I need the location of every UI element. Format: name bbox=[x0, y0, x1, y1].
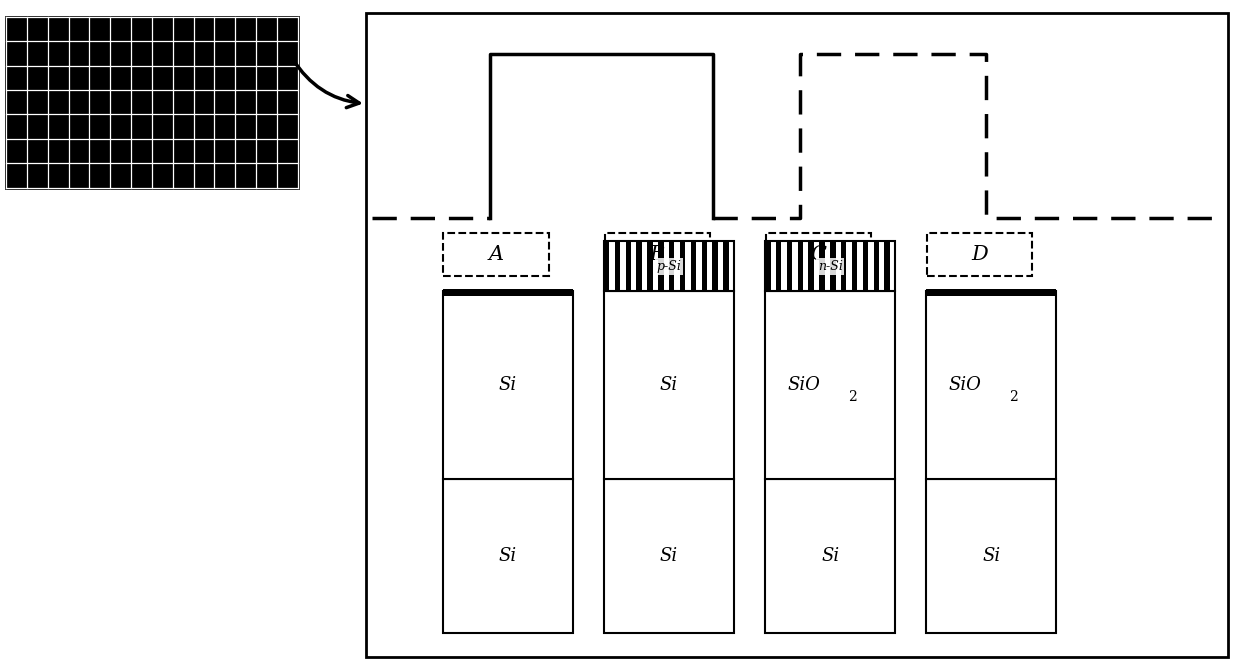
Bar bbox=[604, 479, 734, 633]
Bar bbox=[765, 291, 895, 479]
Text: C: C bbox=[811, 245, 826, 264]
Bar bbox=[863, 241, 868, 291]
Text: SiO: SiO bbox=[949, 377, 982, 394]
Bar bbox=[786, 241, 792, 291]
Bar bbox=[604, 241, 734, 291]
Text: 2: 2 bbox=[1009, 391, 1018, 404]
Bar bbox=[723, 241, 729, 291]
Bar bbox=[680, 241, 686, 291]
Text: B: B bbox=[650, 245, 665, 264]
Bar bbox=[808, 241, 813, 291]
Bar bbox=[625, 241, 631, 291]
Text: SiO: SiO bbox=[787, 377, 821, 394]
Bar bbox=[604, 291, 734, 479]
Bar bbox=[670, 241, 675, 291]
Bar bbox=[841, 241, 847, 291]
Bar bbox=[636, 241, 642, 291]
Bar bbox=[926, 289, 1056, 296]
Bar bbox=[604, 241, 609, 291]
FancyBboxPatch shape bbox=[766, 232, 870, 276]
Bar bbox=[765, 241, 770, 291]
Text: Si: Si bbox=[660, 377, 678, 394]
FancyBboxPatch shape bbox=[444, 232, 549, 276]
Bar bbox=[443, 289, 573, 296]
Bar bbox=[776, 241, 781, 291]
Text: 2: 2 bbox=[848, 391, 857, 404]
Bar bbox=[712, 241, 718, 291]
Bar bbox=[926, 479, 1056, 633]
Text: Si: Si bbox=[821, 547, 839, 565]
Bar bbox=[765, 479, 895, 633]
Bar bbox=[691, 241, 696, 291]
Bar bbox=[366, 13, 1228, 657]
FancyBboxPatch shape bbox=[605, 232, 709, 276]
Text: Si: Si bbox=[660, 547, 678, 565]
Text: Si: Si bbox=[498, 377, 517, 394]
Bar bbox=[647, 241, 652, 291]
Bar bbox=[443, 479, 573, 633]
Text: p-Si: p-Si bbox=[656, 260, 682, 273]
Bar bbox=[6, 17, 298, 188]
Bar bbox=[765, 241, 895, 291]
Text: n-Si: n-Si bbox=[817, 260, 843, 273]
Bar bbox=[926, 291, 1056, 479]
Bar bbox=[884, 241, 890, 291]
Bar bbox=[873, 241, 879, 291]
Bar bbox=[797, 241, 804, 291]
FancyBboxPatch shape bbox=[928, 232, 1032, 276]
Text: D: D bbox=[971, 245, 988, 264]
Bar bbox=[615, 241, 620, 291]
Bar bbox=[820, 241, 825, 291]
Bar bbox=[852, 241, 857, 291]
Bar bbox=[831, 241, 836, 291]
Text: Si: Si bbox=[498, 547, 517, 565]
Text: A: A bbox=[489, 245, 503, 264]
Bar bbox=[443, 291, 573, 479]
Bar bbox=[702, 241, 707, 291]
Text: Si: Si bbox=[982, 547, 1001, 565]
Bar bbox=[658, 241, 663, 291]
